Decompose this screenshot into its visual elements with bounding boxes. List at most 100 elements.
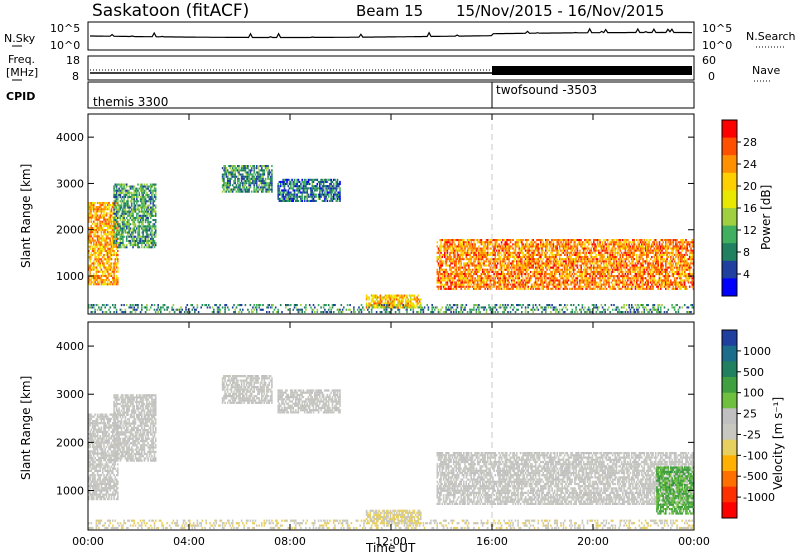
power-cell	[459, 277, 461, 280]
power-cell	[321, 189, 324, 192]
power-cell	[466, 249, 469, 252]
power-cell	[314, 193, 316, 196]
power-cell	[550, 251, 552, 254]
power-cell	[481, 249, 484, 252]
power-cell	[445, 283, 447, 286]
power-cell	[504, 245, 507, 248]
power-cell	[586, 266, 589, 269]
power-cell	[90, 264, 93, 267]
power-cell	[446, 249, 449, 252]
power-cell	[580, 256, 582, 259]
power-cell	[269, 175, 272, 178]
power-cell	[115, 183, 118, 186]
power-cell	[326, 180, 329, 183]
power-cell	[574, 281, 576, 284]
power-cell	[460, 258, 462, 261]
power-cell	[617, 262, 619, 265]
power-cell	[113, 187, 115, 190]
power-cell	[277, 191, 279, 194]
power-cells	[88, 165, 694, 314]
power-cell	[106, 281, 109, 284]
power-cell	[528, 256, 531, 259]
power-cell	[98, 227, 100, 230]
power-cell	[481, 279, 484, 282]
power-cell	[504, 243, 507, 246]
power-cell	[456, 275, 459, 278]
power-cell	[320, 189, 322, 192]
power-cell	[550, 258, 552, 261]
power-cell	[455, 268, 457, 271]
power-cell	[590, 253, 593, 256]
power-cell	[518, 275, 521, 278]
power-cell	[440, 249, 442, 252]
power-cell	[312, 197, 315, 200]
power-cell	[475, 273, 478, 276]
power-cell	[101, 245, 104, 248]
power-cell	[149, 221, 152, 224]
power-cell	[96, 202, 99, 205]
power-cell	[132, 187, 134, 190]
power-cell	[332, 187, 335, 190]
power-cell	[106, 260, 109, 263]
power-cell	[335, 189, 338, 192]
power-cell	[147, 193, 149, 196]
power-cell	[134, 231, 137, 234]
power-cell	[518, 281, 521, 284]
power-cell	[98, 241, 100, 244]
power-cell	[503, 277, 505, 280]
power-cell	[447, 275, 450, 278]
power-cell	[143, 208, 146, 211]
power-cell	[384, 300, 387, 303]
power-cell	[139, 189, 142, 192]
power-cell	[230, 175, 233, 178]
power-cell	[114, 268, 117, 271]
power-cell	[90, 233, 93, 236]
power-cell	[122, 200, 124, 203]
power-cell	[144, 206, 147, 209]
power-cell	[500, 260, 503, 263]
power-cell	[594, 277, 596, 280]
power-cell	[565, 239, 567, 242]
power-cell	[605, 264, 608, 267]
power-cell	[504, 279, 507, 282]
power-cell	[339, 197, 341, 200]
power-cell	[542, 287, 545, 290]
power-cell	[517, 283, 519, 286]
power-cell	[418, 298, 421, 301]
power-cell	[113, 268, 115, 271]
power-cell	[585, 287, 587, 290]
power-cell	[481, 243, 484, 246]
power-cell	[372, 296, 374, 299]
power-cell	[500, 241, 503, 244]
power-cell	[558, 239, 561, 242]
power-cell	[151, 214, 153, 217]
power-cell	[123, 204, 125, 207]
power-cell	[93, 208, 95, 211]
power-cell	[141, 242, 143, 245]
power-cell	[505, 245, 508, 248]
power-cell	[367, 306, 369, 309]
power-cell	[373, 302, 375, 305]
power-cell	[524, 253, 527, 256]
power-cell	[548, 243, 551, 246]
power-cell	[548, 247, 551, 250]
power-cell	[596, 249, 599, 252]
power-cell	[541, 239, 543, 242]
power-cell	[437, 249, 440, 252]
power-cell	[614, 283, 617, 286]
power-cell	[293, 197, 296, 200]
power-cell	[460, 245, 462, 248]
power-cell	[464, 277, 466, 280]
power-cell	[521, 260, 523, 263]
power-cell	[279, 199, 282, 202]
power-cell	[552, 264, 555, 267]
power-cell	[478, 279, 480, 282]
power-cell	[622, 247, 624, 250]
power-cell	[120, 214, 123, 217]
power-cell	[488, 243, 490, 246]
power-cell	[552, 266, 555, 269]
power-cell	[320, 178, 322, 181]
power-cell	[550, 281, 552, 284]
power-cell	[512, 277, 514, 280]
power-cell	[297, 189, 300, 192]
